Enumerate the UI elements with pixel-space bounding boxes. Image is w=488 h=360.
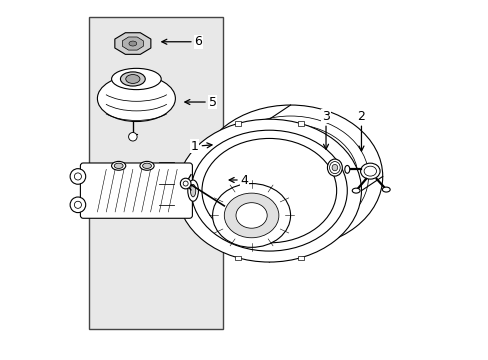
Text: 2: 2 [357, 110, 365, 151]
Ellipse shape [125, 75, 140, 84]
Circle shape [74, 173, 81, 180]
Ellipse shape [198, 105, 382, 248]
Ellipse shape [331, 165, 337, 171]
Bar [297, 121, 303, 126]
Ellipse shape [129, 41, 137, 46]
Text: 6: 6 [162, 35, 202, 48]
Ellipse shape [327, 159, 342, 176]
Text: 4: 4 [229, 174, 248, 186]
Text: 3: 3 [322, 110, 329, 149]
Ellipse shape [120, 72, 145, 86]
Text: 5: 5 [184, 95, 216, 108]
Ellipse shape [360, 163, 379, 179]
Ellipse shape [187, 180, 198, 201]
Bar [88, 17, 223, 329]
Circle shape [70, 197, 85, 213]
Circle shape [128, 132, 137, 141]
Ellipse shape [111, 161, 125, 170]
Ellipse shape [382, 187, 389, 192]
Ellipse shape [364, 166, 376, 176]
Ellipse shape [114, 163, 123, 168]
Ellipse shape [190, 184, 195, 197]
Ellipse shape [140, 161, 154, 170]
Bar [234, 256, 240, 260]
Ellipse shape [351, 188, 359, 193]
Ellipse shape [202, 139, 336, 243]
Ellipse shape [191, 130, 346, 251]
Ellipse shape [344, 166, 349, 173]
Ellipse shape [224, 193, 278, 238]
Bar [234, 121, 240, 126]
Ellipse shape [111, 68, 161, 90]
Polygon shape [115, 33, 151, 54]
Circle shape [180, 178, 191, 189]
Circle shape [74, 201, 81, 208]
Ellipse shape [236, 203, 266, 228]
Bar [297, 256, 303, 260]
Ellipse shape [329, 162, 340, 174]
Ellipse shape [212, 184, 290, 247]
Circle shape [70, 168, 85, 184]
Ellipse shape [97, 76, 175, 122]
Ellipse shape [142, 163, 151, 168]
Ellipse shape [177, 119, 361, 262]
FancyBboxPatch shape [80, 163, 192, 218]
Polygon shape [122, 37, 143, 50]
Text: 1: 1 [190, 140, 212, 153]
Circle shape [183, 181, 188, 186]
